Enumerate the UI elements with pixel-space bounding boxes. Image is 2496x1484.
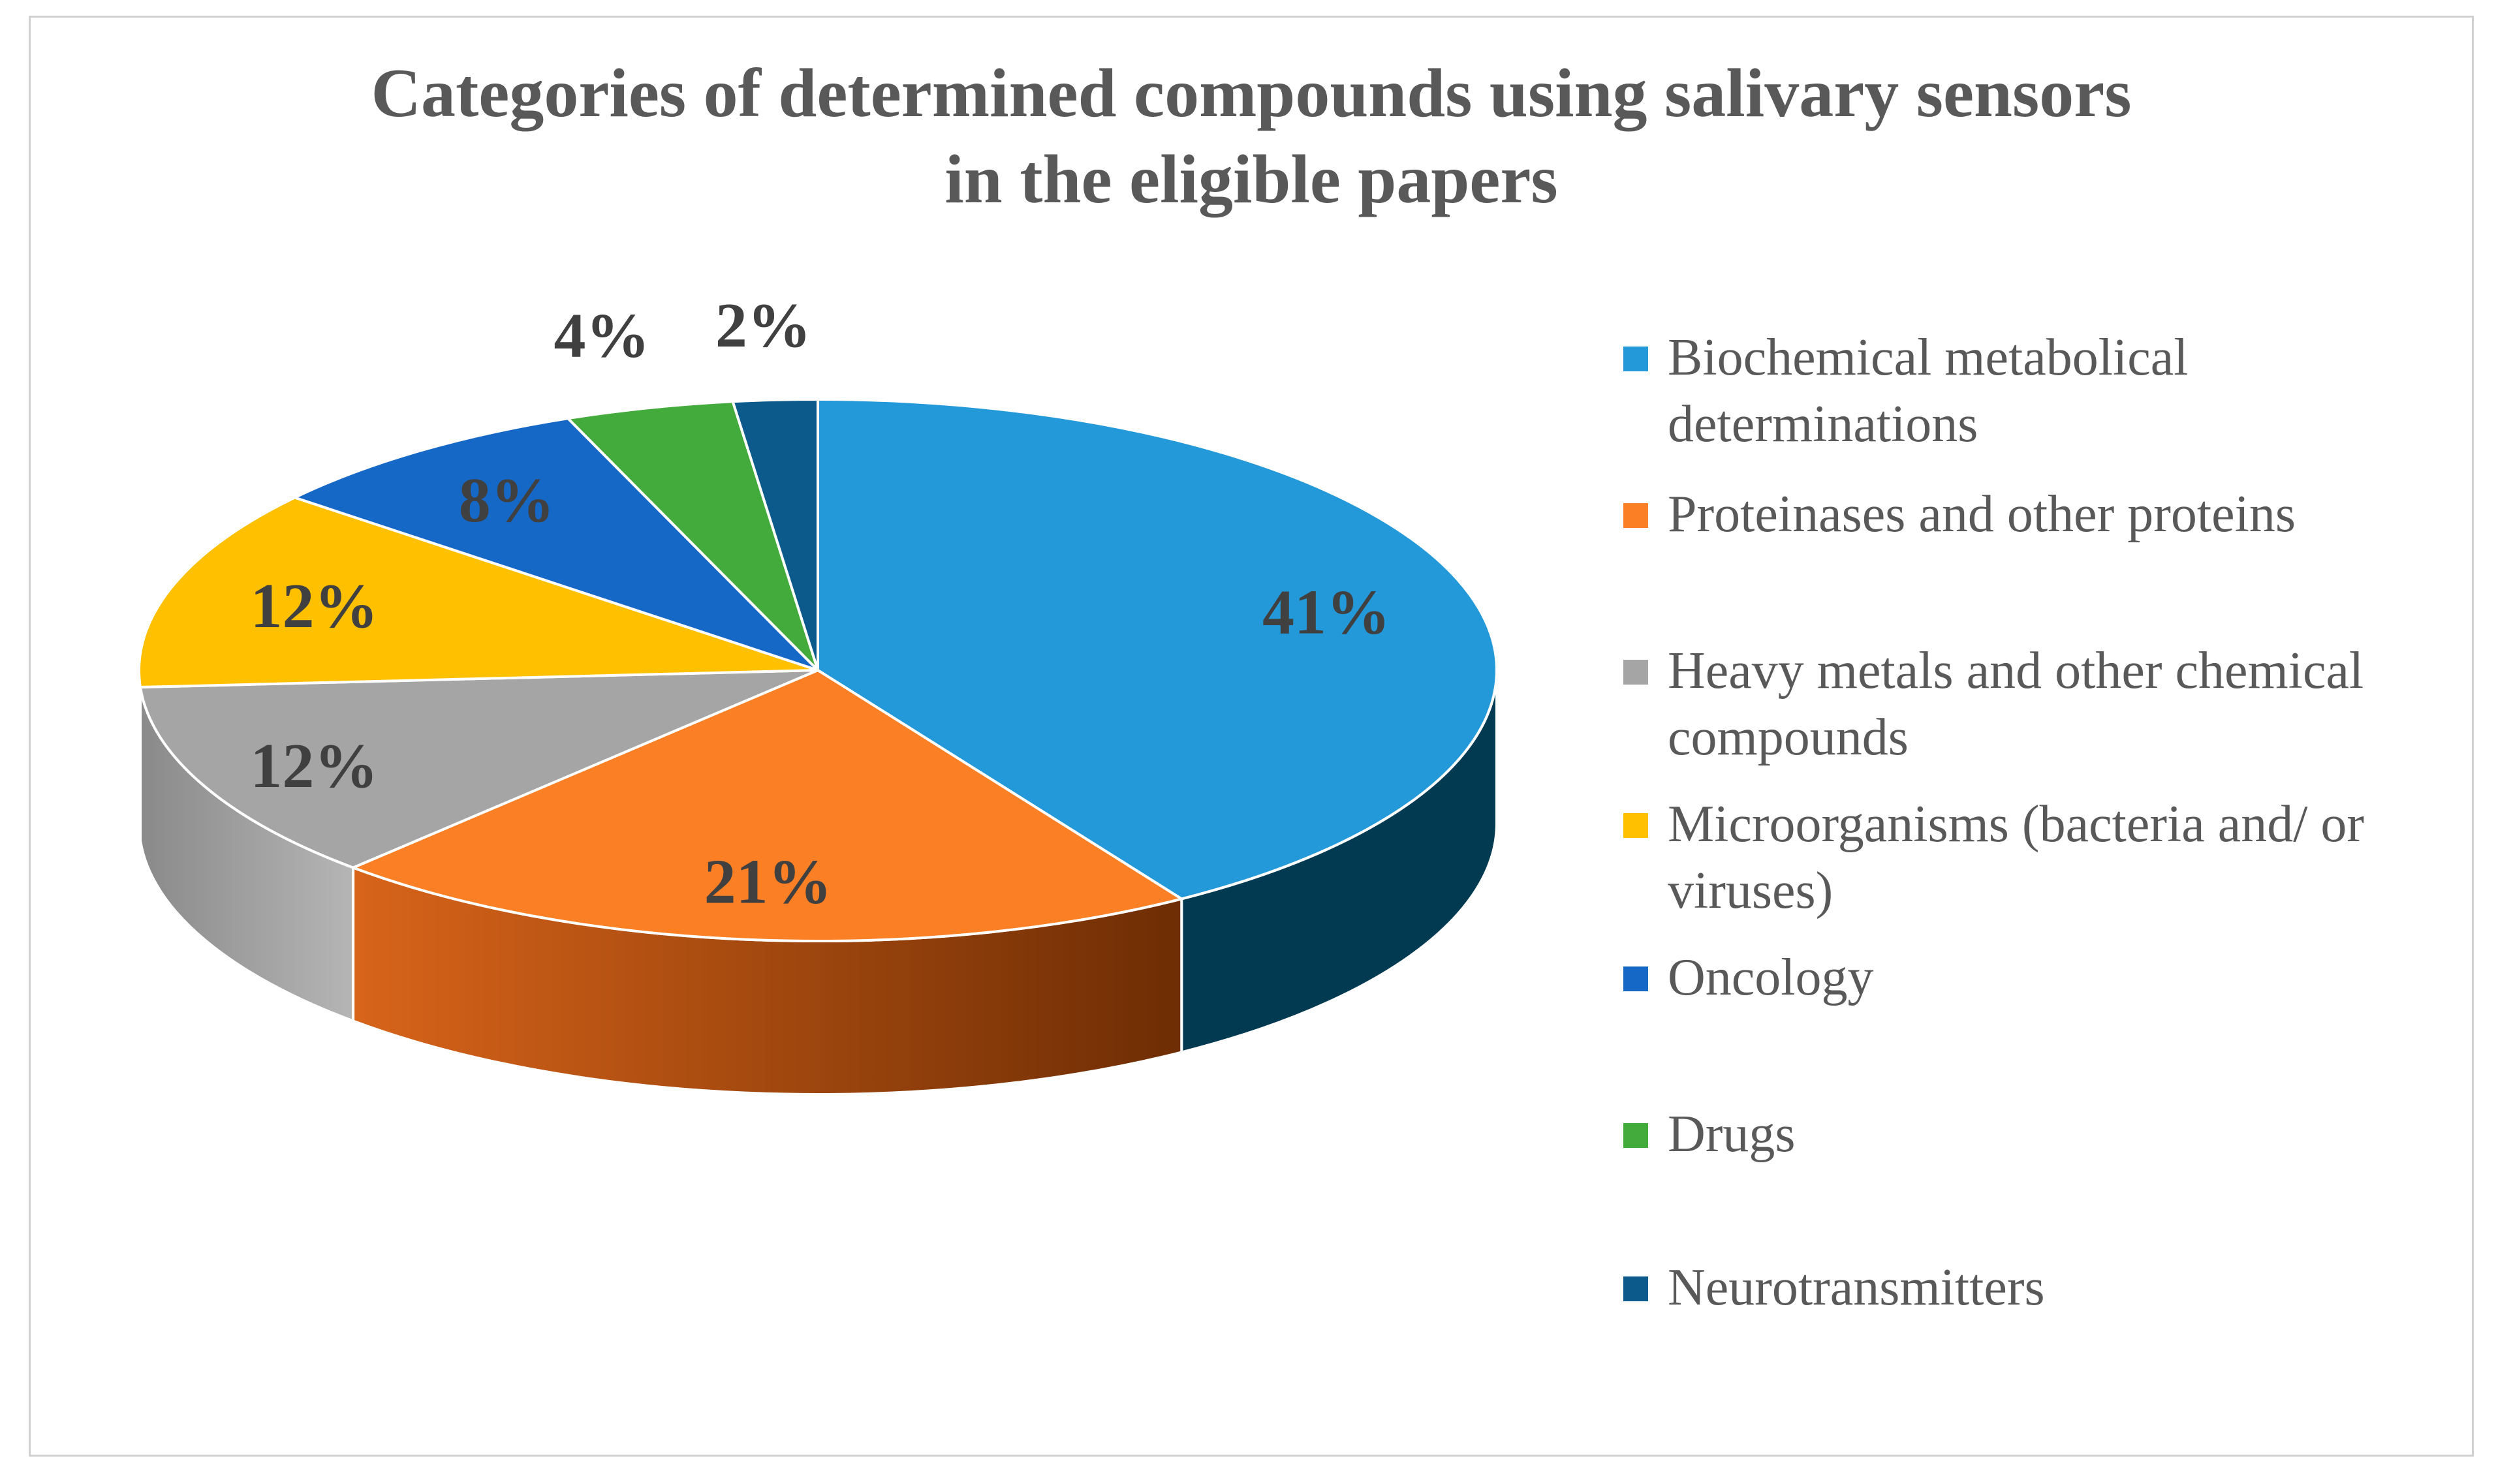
chart-title: Categories of determined compounds using… [31,50,2472,223]
pie-side-4 [138,670,142,841]
legend-label-5-line-1: Oncology [1668,949,1874,1006]
chart-title-line-1: Categories of determined compounds using… [371,55,2132,131]
legend-label-6-line-1: Drugs [1668,1105,1796,1163]
legend-item-3: Heavy metals and other chemical compounds [1623,638,2485,771]
pie-label-1: 41% [1262,578,1390,648]
pie-slice-1 [817,398,1499,901]
legend-swatch-4 [1623,813,1648,838]
legend-swatch-7 [1623,1276,1648,1301]
legend-item-7: Neurotransmitters [1623,1254,2485,1321]
legend-swatch-5 [1623,966,1648,991]
legend-swatch-2 [1623,503,1648,528]
legend-label-7-line-1: Neurotransmitters [1668,1259,2045,1316]
legend-label-1-line-2: determinations [1668,395,1978,453]
legend-label-4-line-2: viruses) [1668,862,1833,920]
legend-label-3-line-1: Heavy metals and other chemical [1668,642,2364,700]
pie-slice-7 [731,398,819,672]
legend-swatch-1 [1623,347,1648,371]
pie-labels: 41% 21% 12% 12% 8% 4% 2% [250,290,1390,917]
pie-slice-2 [352,669,1183,942]
pie-label-7: 2% [715,290,811,361]
legend-label-1-line-1: Biochemical metabolical [1668,329,2189,386]
legend-item-4: Microorganisms (bacteria and/ or viruses) [1623,791,2485,924]
legend-label-2-line-1: Proteinases and other proteins [1668,486,2296,543]
pie-label-3: 12% [250,731,378,801]
pie-label-5: 8% [459,465,555,536]
legend-item-5: Oncology [1623,944,2485,1011]
legend-swatch-3 [1623,660,1648,685]
pie-slice-3 [139,669,819,869]
pie-label-6: 4% [554,300,649,371]
pie-slice-4 [138,496,819,689]
pie-tops [138,398,1499,942]
pie-sides [138,670,1498,1096]
legend-swatch-6 [1623,1123,1648,1148]
chart-title-line-2: in the eligible papers [944,141,1558,217]
pie-label-4: 12% [251,571,379,642]
pie-slice-6 [567,400,819,672]
legend-item-2: Proteinases and other proteins [1623,481,2485,548]
pie-chart: 41% 21% 12% 12% 8% 4% 2% [138,290,1499,1096]
legend-label-4-line-1: Microorganisms (bacteria and/ or [1668,796,2365,853]
chart-frame: Categories of determined compounds using… [29,16,2474,1457]
legend-label-3-line-2: compounds [1668,709,1909,766]
pie-label-2: 21% [704,846,832,917]
legend-item-1: Biochemical metabolical determinations [1623,324,2485,457]
pie-slice-5 [293,417,819,672]
legend-item-6: Drugs [1623,1101,2485,1167]
